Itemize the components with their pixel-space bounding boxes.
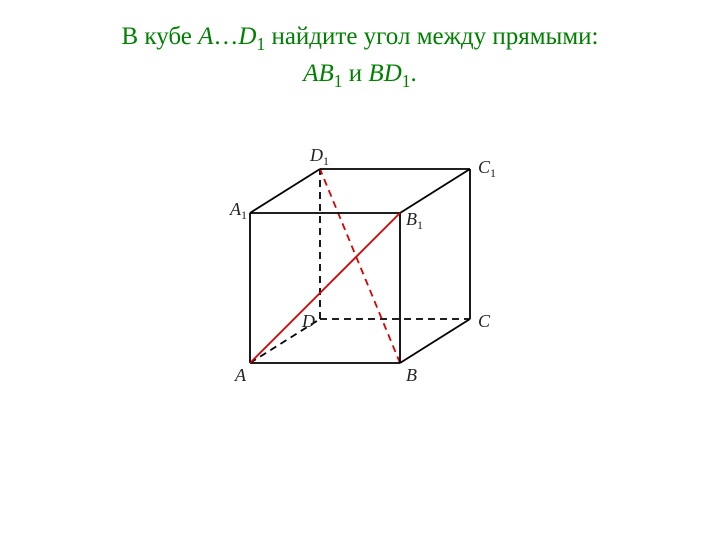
title-line-2: AB1 и BD1. bbox=[0, 57, 720, 94]
vertex-label-C1: C1 bbox=[478, 157, 496, 180]
title-line-1: В кубе A…D1 найдите угол между прямыми: bbox=[0, 20, 720, 57]
t-BD: BD bbox=[368, 60, 401, 87]
cube-diagram: A B C D A1 B1 C1 D1 bbox=[190, 103, 530, 403]
t-sub2: 1 bbox=[334, 71, 343, 91]
t-pre: В кубе bbox=[121, 23, 198, 50]
vertex-label-C: C bbox=[478, 311, 491, 331]
t-and: и bbox=[343, 60, 369, 87]
problem-title: В кубе A…D1 найдите угол между прямыми: … bbox=[0, 0, 720, 93]
diagram-container: A B C D A1 B1 C1 D1 bbox=[0, 103, 720, 403]
t-sub3: 1 bbox=[402, 71, 411, 91]
vertex-label-A: A bbox=[234, 365, 247, 385]
vertex-label-A1: A1 bbox=[229, 199, 247, 222]
t-dots: … bbox=[213, 23, 238, 50]
t-sub1: 1 bbox=[256, 34, 265, 54]
t-D: D bbox=[238, 23, 256, 50]
t-period: . bbox=[411, 60, 417, 87]
t-AB: AB bbox=[303, 60, 334, 87]
vertex-label-D1: D1 bbox=[309, 145, 329, 168]
vertex-label-B: B bbox=[406, 365, 417, 385]
vertex-label-D: D bbox=[301, 311, 315, 331]
vertex-label-B1: B1 bbox=[406, 209, 423, 232]
t-post: найдите угол между прямыми: bbox=[265, 23, 598, 50]
t-A: A bbox=[198, 23, 213, 50]
